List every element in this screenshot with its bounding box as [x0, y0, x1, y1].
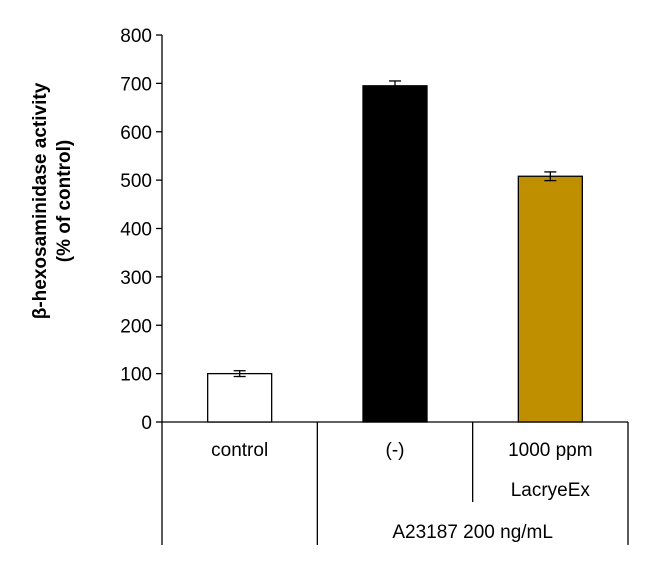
- y-tick-label: 0: [141, 413, 152, 434]
- y-axis-label-line-2: (% of control): [54, 140, 75, 262]
- y-tick-label: 500: [120, 171, 152, 192]
- y-axis-label-line-1: β-hexosaminidase activity: [30, 82, 51, 319]
- category-label: control: [211, 440, 268, 461]
- group-label: A23187 200 ng/mL: [392, 522, 553, 543]
- bars: [207, 80, 583, 423]
- bar: [207, 372, 273, 423]
- y-tick-label: 100: [120, 365, 152, 386]
- y-tick-label: 800: [120, 26, 152, 47]
- y-tick-label: 300: [120, 268, 152, 289]
- category-labels: control (-) 1000 ppm LacryeEx A23187 200 ng/…: [211, 440, 592, 543]
- category-label: LacryeEx: [511, 480, 591, 501]
- category-label: (-): [386, 440, 405, 461]
- category-label: 1000 ppm: [508, 440, 593, 461]
- y-axis-label: β-hexosaminidase activity (% of control): [30, 82, 75, 319]
- axes: 0 100 200 300 400 500 600 700 800: [120, 26, 629, 545]
- y-tick-label: 200: [120, 316, 152, 337]
- y-tick-label: 700: [120, 74, 152, 95]
- y-tick-label: 400: [120, 220, 152, 241]
- bar: [362, 85, 428, 423]
- y-tick-label: 600: [120, 123, 152, 144]
- bar: [517, 175, 583, 423]
